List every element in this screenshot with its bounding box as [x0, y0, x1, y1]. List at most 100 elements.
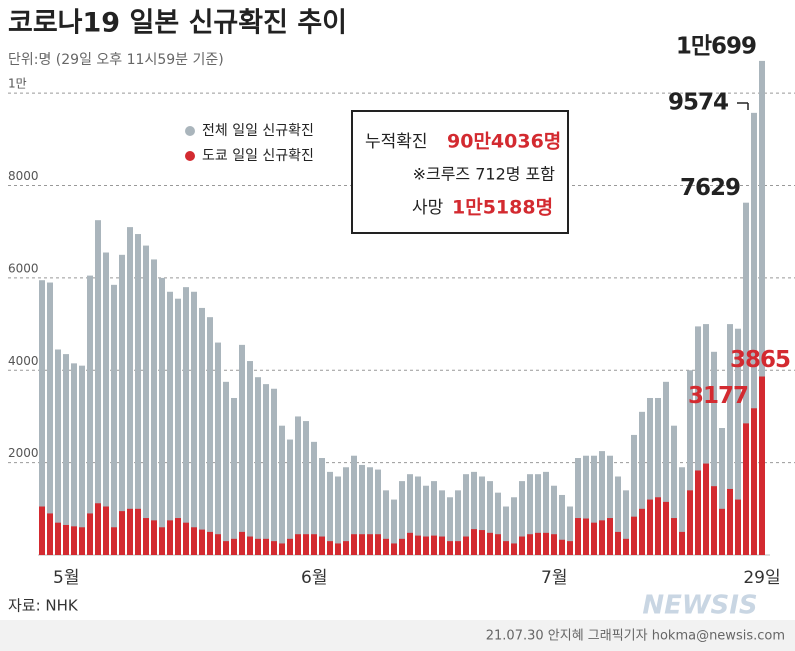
bar [223, 541, 229, 555]
bar [543, 471, 549, 555]
bar [103, 252, 109, 555]
bar [399, 538, 405, 555]
bar [351, 534, 357, 555]
bar [511, 543, 517, 555]
bar [271, 388, 277, 555]
bar [199, 307, 205, 555]
bar [39, 506, 45, 555]
bar [527, 534, 533, 555]
bar [223, 381, 229, 555]
bar [415, 476, 421, 555]
bar [231, 397, 237, 555]
bar [327, 471, 333, 555]
bar [255, 538, 261, 555]
bar [391, 543, 397, 555]
bar [359, 464, 365, 555]
bar [695, 326, 701, 555]
bar [527, 474, 533, 555]
bar [607, 455, 613, 555]
bar [319, 536, 325, 555]
bar [183, 522, 189, 555]
bar [671, 425, 677, 555]
legend-marker [185, 151, 195, 161]
y-tick-label: 1만 [8, 77, 27, 91]
bar [639, 508, 645, 555]
bar [591, 455, 597, 555]
bar [703, 463, 709, 555]
bar [175, 518, 181, 555]
bar [135, 234, 141, 555]
y-tick-label: 2000 [8, 446, 39, 460]
x-tick-label: 5월 [53, 568, 79, 588]
bar [719, 428, 725, 555]
bar [559, 494, 565, 555]
y-tick-label: 8000 [8, 169, 39, 183]
bar [295, 416, 301, 555]
bar [207, 531, 213, 555]
bar [759, 60, 765, 555]
bar [143, 245, 149, 555]
bar [39, 280, 45, 555]
bar [279, 543, 285, 555]
bar [343, 541, 349, 555]
data-label: 9574 [668, 89, 728, 115]
bar [151, 259, 157, 555]
bar [479, 530, 485, 555]
bar [311, 534, 317, 555]
bar [503, 506, 509, 555]
bar [383, 490, 389, 555]
bar [351, 455, 357, 555]
bar [535, 532, 541, 555]
bar [519, 481, 525, 555]
x-tick-label: 29일 [743, 568, 780, 588]
bar [191, 527, 197, 555]
bar [191, 291, 197, 555]
bar [687, 490, 693, 555]
legend-label: 전체 일일 신규확진 [202, 123, 314, 139]
bar [311, 441, 317, 555]
bar [687, 370, 693, 555]
bar [543, 532, 549, 555]
bar [639, 411, 645, 555]
bar [167, 520, 173, 555]
bar [727, 324, 733, 555]
bar [287, 439, 293, 555]
bar [567, 541, 573, 555]
bar [127, 508, 133, 555]
bar [495, 492, 501, 555]
bar [271, 541, 277, 555]
bar [559, 539, 565, 555]
bar [287, 538, 293, 555]
bar [535, 474, 541, 555]
bar [95, 220, 101, 555]
bar [751, 112, 757, 555]
bar [263, 384, 269, 555]
bar [631, 434, 637, 555]
bar [567, 506, 573, 555]
bar [511, 497, 517, 555]
bar [623, 490, 629, 555]
bar [463, 536, 469, 555]
bar [367, 467, 373, 555]
data-label: 3865 [730, 347, 790, 373]
legend-marker [185, 126, 195, 136]
bar [423, 485, 429, 555]
bar [447, 497, 453, 555]
bar [751, 408, 757, 555]
bar [487, 532, 493, 555]
bar [335, 476, 341, 555]
bar [87, 513, 93, 555]
bar [415, 535, 421, 555]
bar [279, 425, 285, 555]
bar [167, 291, 173, 555]
bar [47, 513, 53, 555]
bar [455, 490, 461, 555]
source: 자료: NHK [8, 597, 79, 615]
info-box [351, 110, 569, 234]
bar [151, 520, 157, 555]
bar [655, 397, 661, 555]
note: ※크루즈 712명 포함 [413, 165, 556, 184]
bar [583, 518, 589, 555]
bar [119, 254, 125, 555]
